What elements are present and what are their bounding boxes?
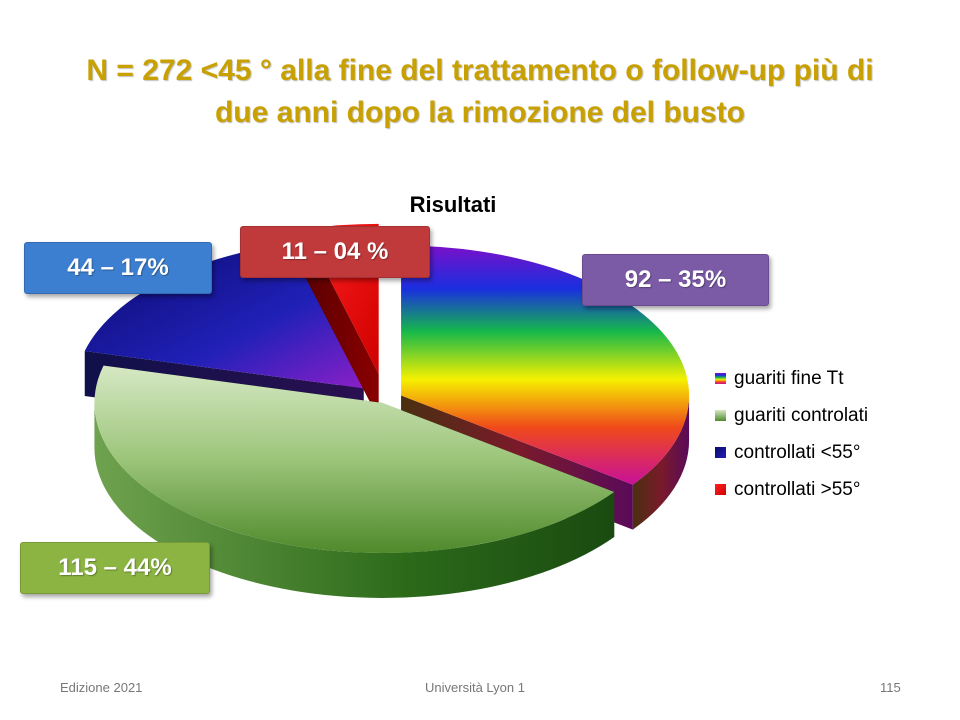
footer-page-number: 115 bbox=[880, 680, 901, 695]
data-label-guariti-fine-tt: 92 – 35% bbox=[582, 254, 769, 306]
legend-swatch-guariti-controlati bbox=[715, 410, 726, 421]
legend-label-controllati-gt55: controllati >55° bbox=[734, 478, 861, 500]
chart-title: Risultati bbox=[410, 192, 497, 217]
legend-item-controllati-gt55: controllati >55° bbox=[715, 471, 868, 508]
legend-swatch-controllati-lt55 bbox=[715, 447, 726, 458]
footer-university: Università Lyon 1 bbox=[425, 680, 525, 695]
pie-slice-side-guariti-controlati bbox=[94, 402, 615, 598]
footer-edition: Edizione 2021 bbox=[60, 680, 143, 695]
legend: guariti fine Tt guariti controlati control… bbox=[715, 360, 868, 508]
data-label-controllati-gt55: 11 – 04 % bbox=[240, 226, 430, 278]
slide-title: N = 272 <45 ° alla fine del trattamento … bbox=[0, 50, 960, 134]
legend-swatch-guariti-fine-tt bbox=[715, 373, 726, 384]
legend-item-guariti-controlati: guariti controlati bbox=[715, 397, 868, 434]
legend-label-controllati-lt55: controllati <55° bbox=[734, 441, 861, 463]
legend-label-guariti-controlati: guariti controlati bbox=[734, 404, 869, 426]
legend-item-guariti-fine-tt: guariti fine Tt bbox=[715, 360, 868, 397]
legend-swatch-controllati-gt55 bbox=[715, 484, 726, 495]
legend-label-guariti-fine-tt: guariti fine Tt bbox=[734, 367, 844, 389]
data-label-controllati-lt55: 44 – 17% bbox=[24, 242, 212, 294]
pie-slice-guariti-controlati bbox=[94, 365, 615, 598]
slide-title-line-1: N = 272 <45 ° alla fine del trattamento … bbox=[86, 54, 874, 87]
slide-title-line-2: due anni dopo la rimozione del busto bbox=[214, 96, 745, 129]
pie-slice-top-guariti-controlati bbox=[94, 365, 615, 553]
pie-slice-side-guariti-fine-tt bbox=[632, 395, 690, 530]
data-label-guariti-controlati: 115 – 44% bbox=[20, 542, 210, 594]
pie-slice-top-controllati-lt55 bbox=[84, 243, 364, 389]
legend-item-controllati-lt55: controllati <55° bbox=[715, 434, 868, 471]
